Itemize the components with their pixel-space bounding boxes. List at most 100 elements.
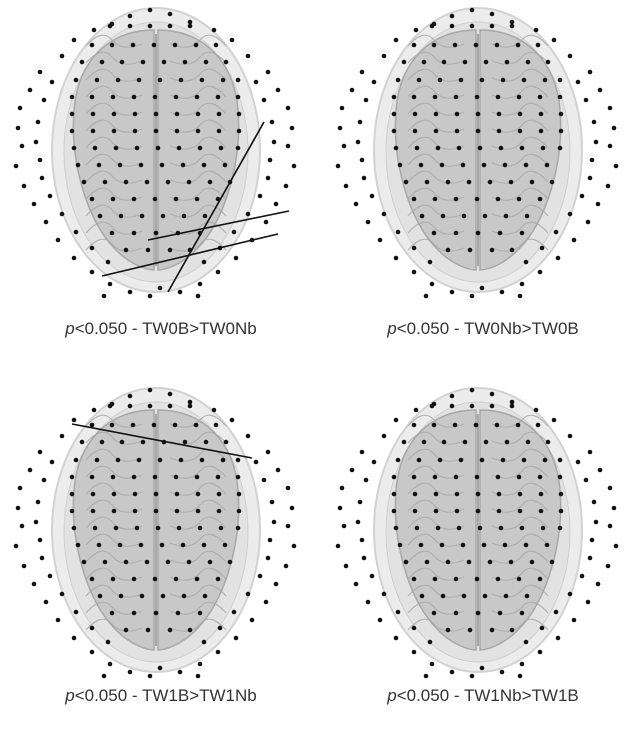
- electrode-dot: [461, 213, 467, 219]
- electrode-dot: [381, 433, 387, 439]
- electrode-dot: [111, 128, 117, 134]
- electrode-dot: [69, 474, 75, 480]
- electrode-dot: [487, 559, 493, 565]
- electrode-dot: [17, 105, 23, 111]
- brain-topview-diagram: [335, 387, 619, 679]
- electrode-dot: [509, 403, 515, 409]
- electrode-dot: [249, 617, 255, 623]
- electrode-dot: [529, 559, 535, 565]
- electrode-dot: [359, 449, 365, 455]
- electrode-dot: [201, 162, 207, 168]
- electrode-dot: [37, 537, 43, 543]
- electrode-dot: [172, 422, 178, 428]
- electrode-dot: [131, 474, 137, 480]
- electrode-dot: [49, 459, 55, 465]
- electrode-dot: [195, 128, 201, 134]
- electrode-dot: [187, 399, 193, 405]
- electrode-dot: [216, 508, 222, 514]
- electrode-dot: [176, 145, 182, 151]
- electrode-dot: [519, 610, 525, 616]
- electrode-dot: [167, 23, 173, 29]
- electrode-dot: [283, 183, 289, 189]
- electrode-dot: [177, 669, 183, 675]
- electrode-dot: [35, 499, 41, 505]
- electrode-dot: [194, 474, 200, 480]
- electrode-dot: [575, 79, 581, 85]
- electrode-dot: [533, 27, 539, 33]
- electrode-dot: [151, 422, 157, 428]
- electrode-dot: [194, 196, 200, 202]
- electrode-dot: [89, 576, 95, 582]
- electrode-dot: [157, 77, 163, 83]
- electrode-dot: [583, 477, 589, 483]
- electrode-dot: [432, 474, 438, 480]
- electrode-dot: [161, 59, 167, 65]
- electrode-dot: [517, 491, 523, 497]
- electrode-dot: [391, 94, 397, 100]
- electrode-dot: [537, 196, 543, 202]
- electrode-dot: [523, 259, 529, 265]
- electrode-dot: [285, 485, 291, 491]
- electrode-dot: [15, 125, 21, 131]
- electrode-dot: [211, 407, 217, 413]
- electrode-dot: [359, 157, 365, 163]
- electrode-dot: [456, 145, 462, 151]
- electrode-dot: [519, 281, 525, 287]
- electrode-dot: [152, 94, 158, 100]
- electrode-dot: [474, 94, 480, 100]
- electrode-dot: [509, 627, 515, 633]
- electrode-dot: [558, 111, 564, 117]
- electrode-dot: [508, 179, 514, 185]
- electrode-dot: [105, 259, 111, 265]
- electrode-dot: [432, 94, 438, 100]
- electrode-dot: [153, 111, 159, 117]
- electrode-dot: [475, 610, 481, 616]
- electrode-dot: [275, 467, 281, 473]
- electrode-dot: [131, 230, 137, 236]
- electrode-dot: [263, 599, 269, 605]
- electrode-dot: [59, 211, 65, 217]
- electrode-dot: [15, 505, 21, 511]
- electrode-dot: [99, 59, 105, 65]
- electrode-dot: [460, 162, 466, 168]
- electrode-dot: [31, 201, 37, 207]
- electrode-dot: [69, 128, 75, 134]
- electrode-dot: [519, 661, 525, 667]
- electrode-dot: [33, 519, 39, 525]
- electrode-dot: [393, 417, 399, 423]
- electrode-dot: [153, 128, 159, 134]
- electrode-dot: [202, 593, 208, 599]
- electrode-dot: [235, 474, 241, 480]
- electrode-dot: [130, 42, 136, 48]
- electrode-dot: [245, 591, 251, 597]
- electrode-dot: [517, 111, 523, 117]
- electrode-dot: [186, 179, 192, 185]
- electrode-dot: [359, 537, 365, 543]
- electrode-dot: [223, 59, 229, 65]
- electrode-dot: [235, 457, 241, 463]
- electrode-dot: [337, 125, 343, 131]
- electrode-dot: [117, 162, 123, 168]
- electrode-dot: [489, 627, 495, 633]
- electrode-dot: [195, 491, 201, 497]
- electrode-dot: [403, 179, 409, 185]
- electrode-dot: [597, 87, 603, 93]
- electrode-dot: [499, 669, 505, 675]
- electrode-dot: [494, 42, 500, 48]
- electrode-dot: [431, 422, 437, 428]
- electrode-dot: [545, 59, 551, 65]
- electrode-dot: [202, 213, 208, 219]
- electrode-dot: [215, 649, 221, 655]
- electrode-dot: [216, 128, 222, 134]
- electrode-dot: [285, 105, 291, 111]
- electrode-dot: [393, 37, 399, 43]
- electrode-dot: [269, 119, 275, 125]
- electrode-dot: [271, 519, 277, 525]
- electrode-dot: [605, 563, 611, 569]
- electrode-dot: [37, 449, 43, 455]
- electrode-dot: [91, 407, 97, 413]
- electrode-dot: [136, 457, 142, 463]
- electrode-dot: [215, 94, 221, 100]
- electrode-dot: [418, 162, 424, 168]
- electrode-dot: [429, 661, 435, 667]
